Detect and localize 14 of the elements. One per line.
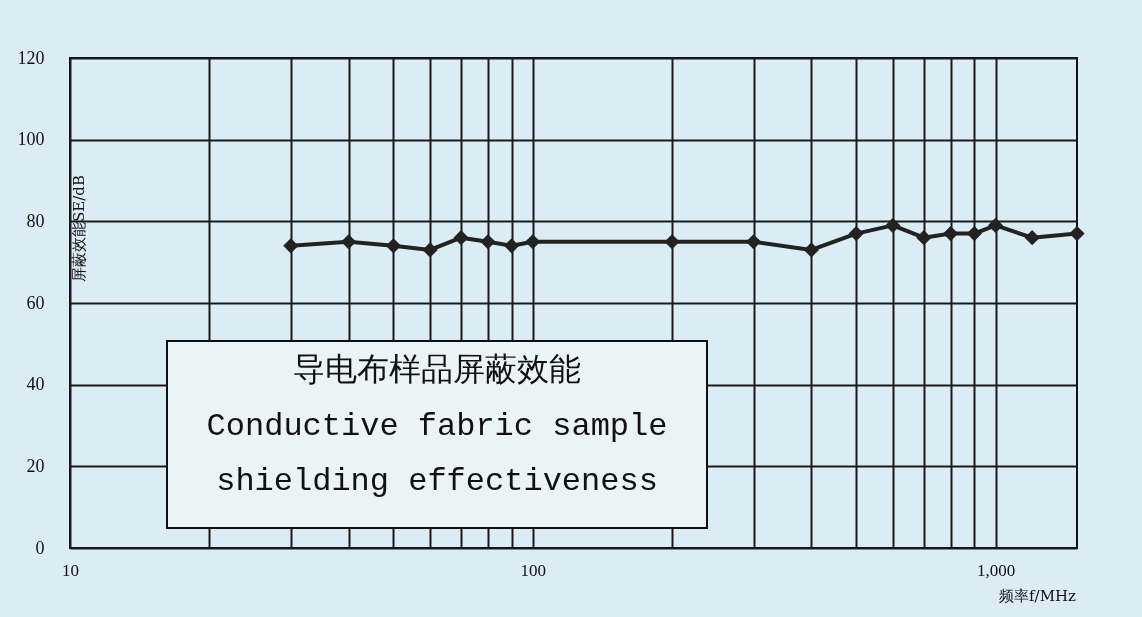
text: 导电布样品屏蔽效能	[293, 353, 581, 390]
x-tick-label: 1,000	[976, 560, 1016, 580]
y-tick-label: 20	[26, 455, 45, 476]
y-tick-label: 80	[26, 210, 45, 231]
y-axis-title: 屏蔽效能SE/dB	[69, 175, 88, 282]
y-tick-label: 120	[17, 47, 45, 68]
x-tick-label: 10	[62, 560, 79, 580]
y-tick-label: 100	[17, 129, 45, 150]
y-tick-label: 40	[26, 374, 45, 395]
x-tick-label: 100	[520, 560, 547, 580]
y-tick-label: 0	[35, 537, 45, 558]
x-axis-title: 频率f/MHz	[999, 586, 1077, 605]
text: Conductive fabric sample shielding effectiveness	[206, 408, 668, 500]
y-tick-label: 60	[26, 292, 45, 313]
